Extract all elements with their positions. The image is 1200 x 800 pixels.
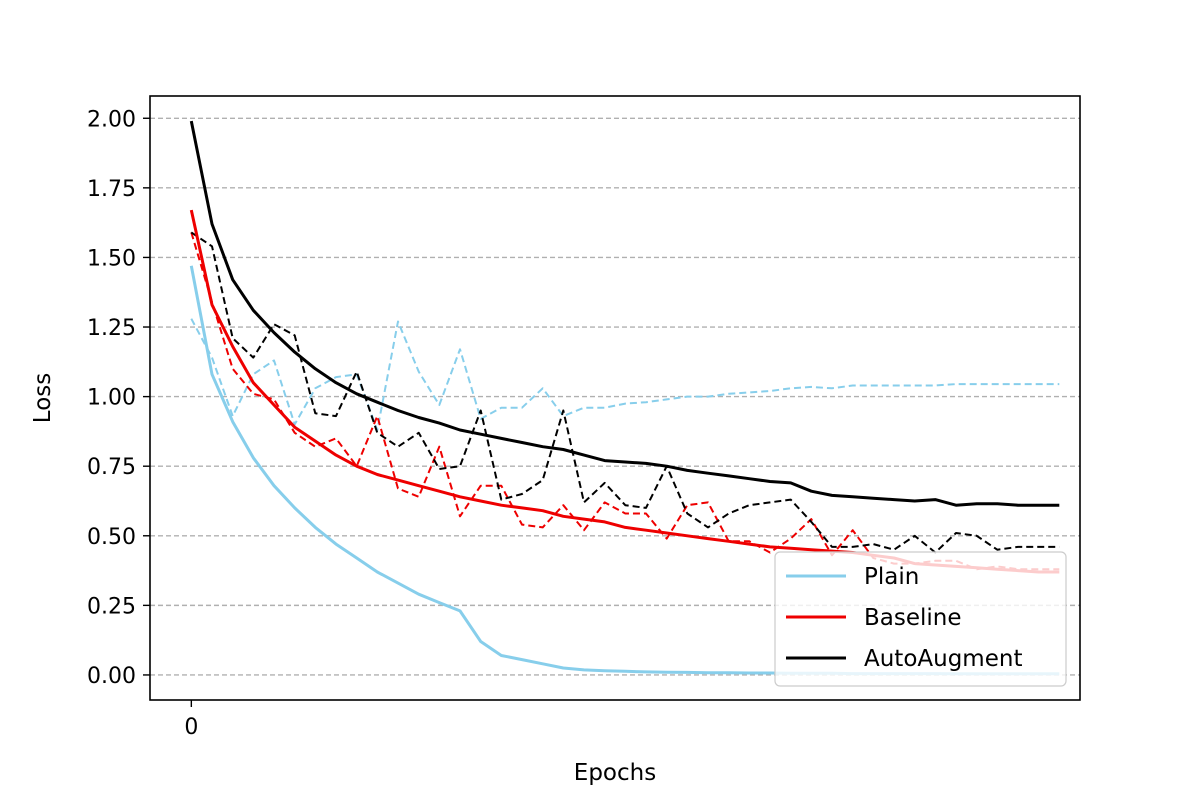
y-tick-label: 1.75: [87, 177, 136, 202]
plot-frame: [149, 95, 1081, 701]
baseline-solid-line: [189, 209, 1060, 574]
y-axis-title: Loss: [30, 373, 56, 423]
legend-box: [774, 551, 1067, 687]
y-tick-label: 2.00: [87, 107, 136, 132]
x-axis: 0: [184, 700, 198, 740]
legend: Plain Baseline AutoAugment: [774, 551, 1067, 687]
series-5-dashed-line: [190, 231, 1060, 554]
y-tick-label: 1.00: [87, 386, 136, 411]
series-3-dashed-line: [190, 318, 1060, 431]
autoaugment-solid-line: [189, 120, 1060, 507]
legend-label-autoaugment: AutoAugment: [864, 646, 1022, 672]
y-gridlines: [150, 117, 1080, 676]
y-axis: 0.00 0.25 0.50 0.75 1.00 1.25 1.50 1.75 2.00: [87, 107, 150, 689]
y-tick-label: 0.50: [87, 525, 136, 550]
y-tick-label: 1.25: [87, 316, 136, 341]
y-tick-label: 1.50: [87, 246, 136, 271]
legend-label-baseline: Baseline: [864, 605, 962, 631]
y-tick-label: 0.25: [87, 594, 136, 619]
x-tick-label: 0: [184, 715, 198, 740]
legend-label-plain: Plain: [864, 564, 919, 590]
y-tick-label: 0.75: [87, 455, 136, 480]
series-4-dashed-line: [190, 232, 1060, 571]
y-tick-label: 0.00: [87, 664, 136, 689]
x-axis-title: Epochs: [574, 760, 656, 786]
